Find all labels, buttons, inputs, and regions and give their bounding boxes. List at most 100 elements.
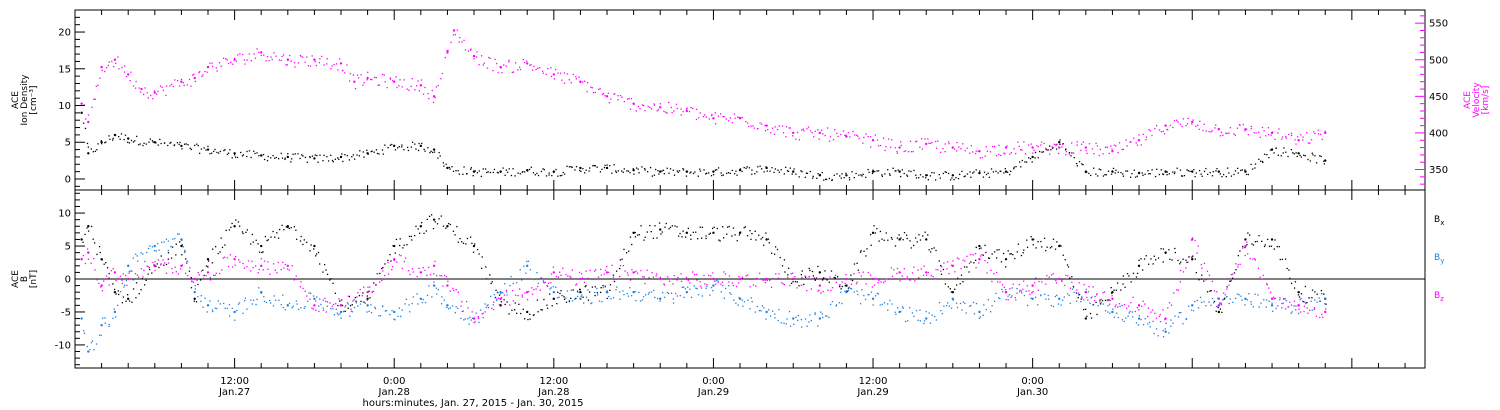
data-point xyxy=(572,289,574,291)
data-point xyxy=(1125,307,1128,309)
data-point xyxy=(331,65,333,67)
data-point xyxy=(241,155,244,157)
data-point xyxy=(579,288,581,291)
data-point xyxy=(323,64,325,66)
data-point xyxy=(513,309,516,311)
data-point xyxy=(255,239,257,241)
data-point xyxy=(975,246,977,249)
data-point xyxy=(579,297,582,300)
data-point xyxy=(1136,306,1139,309)
left-axis-title: [cm⁻³] xyxy=(29,85,39,114)
data-point xyxy=(1003,172,1005,174)
data-point xyxy=(907,151,910,153)
data-point xyxy=(704,114,706,116)
data-point xyxy=(344,154,346,156)
data-point xyxy=(635,299,637,302)
data-point xyxy=(1151,309,1154,311)
data-point xyxy=(267,239,269,241)
data-point xyxy=(247,260,250,262)
data-point xyxy=(260,154,263,157)
data-point xyxy=(438,151,440,154)
data-point xyxy=(331,159,334,162)
data-point xyxy=(1309,142,1311,144)
data-point xyxy=(1322,316,1324,318)
data-point xyxy=(1292,152,1294,154)
data-point xyxy=(707,274,710,277)
data-point xyxy=(1001,284,1004,286)
data-point xyxy=(508,59,510,61)
data-point xyxy=(1230,175,1233,177)
data-point xyxy=(565,297,567,299)
data-point xyxy=(621,258,623,260)
data-point xyxy=(1317,129,1319,131)
data-point xyxy=(330,154,332,156)
data-point xyxy=(757,166,759,168)
data-point xyxy=(238,259,240,261)
data-point xyxy=(1110,286,1112,289)
data-point xyxy=(734,172,736,175)
data-point xyxy=(176,79,179,82)
data-point xyxy=(295,238,298,240)
data-point xyxy=(186,274,189,277)
data-point xyxy=(769,315,772,317)
data-point xyxy=(703,169,705,171)
data-point xyxy=(1056,241,1058,243)
data-point xyxy=(1073,156,1075,159)
data-point xyxy=(657,109,660,111)
data-point xyxy=(312,308,314,310)
data-point xyxy=(591,87,593,89)
data-point xyxy=(300,55,302,58)
data-point xyxy=(933,172,935,174)
data-point xyxy=(642,296,645,298)
data-point xyxy=(652,237,655,239)
data-point xyxy=(394,149,397,151)
data-point xyxy=(800,319,803,321)
data-point xyxy=(1313,308,1316,310)
data-point xyxy=(382,305,384,308)
data-point xyxy=(570,276,572,279)
data-point xyxy=(535,288,537,290)
data-point xyxy=(163,264,165,266)
data-point xyxy=(285,226,287,228)
data-point xyxy=(1276,245,1278,248)
data-point xyxy=(176,142,179,144)
data-point xyxy=(252,299,255,301)
data-point xyxy=(743,227,745,229)
data-point xyxy=(1030,297,1032,300)
data-point xyxy=(378,84,381,86)
data-point xyxy=(124,134,127,136)
data-point xyxy=(699,112,701,114)
data-point xyxy=(1264,244,1266,246)
data-point xyxy=(864,298,867,301)
data-point xyxy=(1114,172,1116,174)
data-point xyxy=(296,278,298,281)
data-point xyxy=(1244,238,1247,241)
data-point xyxy=(407,149,410,152)
data-point xyxy=(482,168,484,170)
data-point xyxy=(875,278,878,280)
data-point xyxy=(1244,297,1247,300)
data-point xyxy=(856,290,858,292)
data-point xyxy=(1138,315,1141,317)
data-point xyxy=(287,153,289,155)
left-tick-label: 15 xyxy=(58,64,71,75)
data-point xyxy=(881,174,883,176)
data-point xyxy=(326,63,328,65)
data-point xyxy=(258,251,261,253)
data-point xyxy=(1319,133,1322,135)
data-point xyxy=(297,308,300,311)
data-point xyxy=(586,90,588,93)
data-point xyxy=(689,172,691,174)
data-point xyxy=(446,306,448,309)
data-point xyxy=(294,66,296,68)
data-point xyxy=(1099,148,1101,151)
data-point xyxy=(1107,170,1110,172)
data-point xyxy=(731,235,733,237)
data-point xyxy=(944,283,947,285)
data-point xyxy=(90,148,93,150)
data-point xyxy=(100,323,103,327)
data-point xyxy=(429,151,431,154)
data-point xyxy=(747,299,749,301)
data-point xyxy=(157,90,159,92)
data-point xyxy=(1091,296,1093,298)
